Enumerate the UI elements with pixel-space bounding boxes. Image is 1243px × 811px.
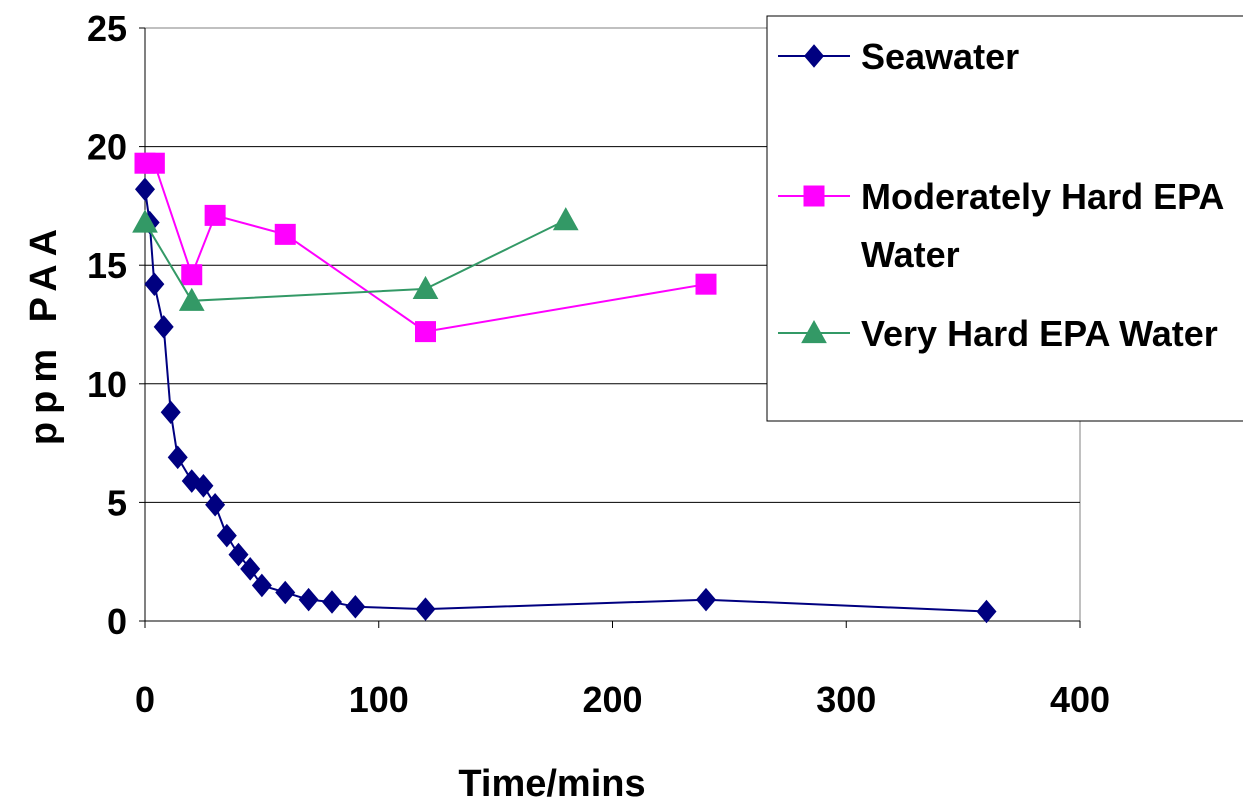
- data-point-seawater-15: [321, 590, 343, 614]
- data-point-seawater-8: [205, 492, 226, 517]
- x-tick-label-0: 0: [135, 679, 155, 720]
- y-axis-tick-labels: 0 5 10 15 20 25: [87, 8, 127, 642]
- x-tick-label-100: 100: [349, 679, 409, 720]
- data-point-seawater-18: [695, 587, 717, 612]
- data-point-seawater-9: [216, 523, 237, 548]
- data-point-seawater-7: [193, 474, 214, 498]
- data-point-seawater-3: [153, 315, 174, 339]
- data-point-seawater-17: [415, 597, 436, 621]
- legend-label-line-0: Very Hard EPA Water: [861, 313, 1218, 354]
- legend-entry-seawater: Seawater: [778, 36, 1019, 77]
- x-tick-label-300: 300: [816, 679, 876, 720]
- series-moderately-hard-epa-water: [134, 152, 717, 343]
- legend-swatch-marker: [801, 319, 827, 344]
- series-very-hard-epa-water: [132, 207, 579, 311]
- legend-label-line-0: Moderately Hard EPA: [861, 176, 1224, 217]
- legend-entry-very-hard-epa-water: Very Hard EPA Water: [778, 313, 1218, 354]
- x-axis-tick-labels: 0 100 200 300 400: [135, 679, 1110, 720]
- y-axis-title: ppm PAA: [23, 221, 65, 445]
- data-point-seawater-14: [298, 587, 319, 612]
- data-point-moderately-hard-epa-water-6: [695, 273, 717, 295]
- x-axis-title: Time/mins: [458, 763, 645, 805]
- data-point-very-hard-epa-water-3: [552, 207, 579, 231]
- series-seawater: [134, 177, 997, 624]
- x-tick-label-400: 400: [1050, 679, 1110, 720]
- legend-box: [766, 15, 1243, 422]
- data-point-moderately-hard-epa-water-3: [204, 204, 226, 226]
- data-point-seawater-19: [976, 599, 997, 624]
- y-tick-label-20: 20: [87, 127, 127, 168]
- data-point-moderately-hard-epa-water-5: [415, 321, 436, 343]
- legend: Seawater Moderately Hard EPA Water Very Har…: [766, 15, 1243, 422]
- data-point-seawater-13: [275, 580, 296, 605]
- y-tick-label-25: 25: [87, 8, 127, 49]
- data-point-seawater-2: [144, 272, 165, 296]
- y-tick-label-10: 10: [87, 364, 127, 405]
- data-point-moderately-hard-epa-water-2: [181, 264, 203, 286]
- legend-swatch-marker: [803, 185, 825, 207]
- data-point-seawater-5: [167, 445, 188, 470]
- y-tick-label-15: 15: [87, 245, 127, 286]
- legend-label-line-0: Seawater: [861, 36, 1019, 77]
- data-point-seawater-10: [228, 542, 249, 567]
- series-layer: [132, 152, 997, 624]
- x-tick-label-200: 200: [582, 679, 642, 720]
- legend-label-line-1: Water: [861, 234, 960, 275]
- data-point-very-hard-epa-water-2: [412, 275, 439, 300]
- data-point-seawater-0: [134, 177, 156, 202]
- axes: [139, 27, 1081, 628]
- data-point-seawater-16: [345, 594, 366, 619]
- data-point-seawater-12: [251, 573, 272, 598]
- legend-entry-moderately-hard-epa-water: Moderately Hard EPA Water: [778, 176, 1224, 275]
- data-point-moderately-hard-epa-water-4: [274, 223, 296, 245]
- data-point-very-hard-epa-water-1: [178, 287, 205, 311]
- data-point-very-hard-epa-water-0: [132, 209, 158, 233]
- data-point-seawater-11: [240, 557, 261, 581]
- series-line-very-hard-epa-water: [144, 219, 567, 302]
- y-tick-label-0: 0: [107, 601, 127, 642]
- legend-swatch-marker: [803, 44, 825, 68]
- data-point-moderately-hard-epa-water-1: [143, 152, 165, 174]
- data-point-seawater-4: [160, 400, 181, 425]
- y-tick-label-5: 5: [107, 482, 127, 523]
